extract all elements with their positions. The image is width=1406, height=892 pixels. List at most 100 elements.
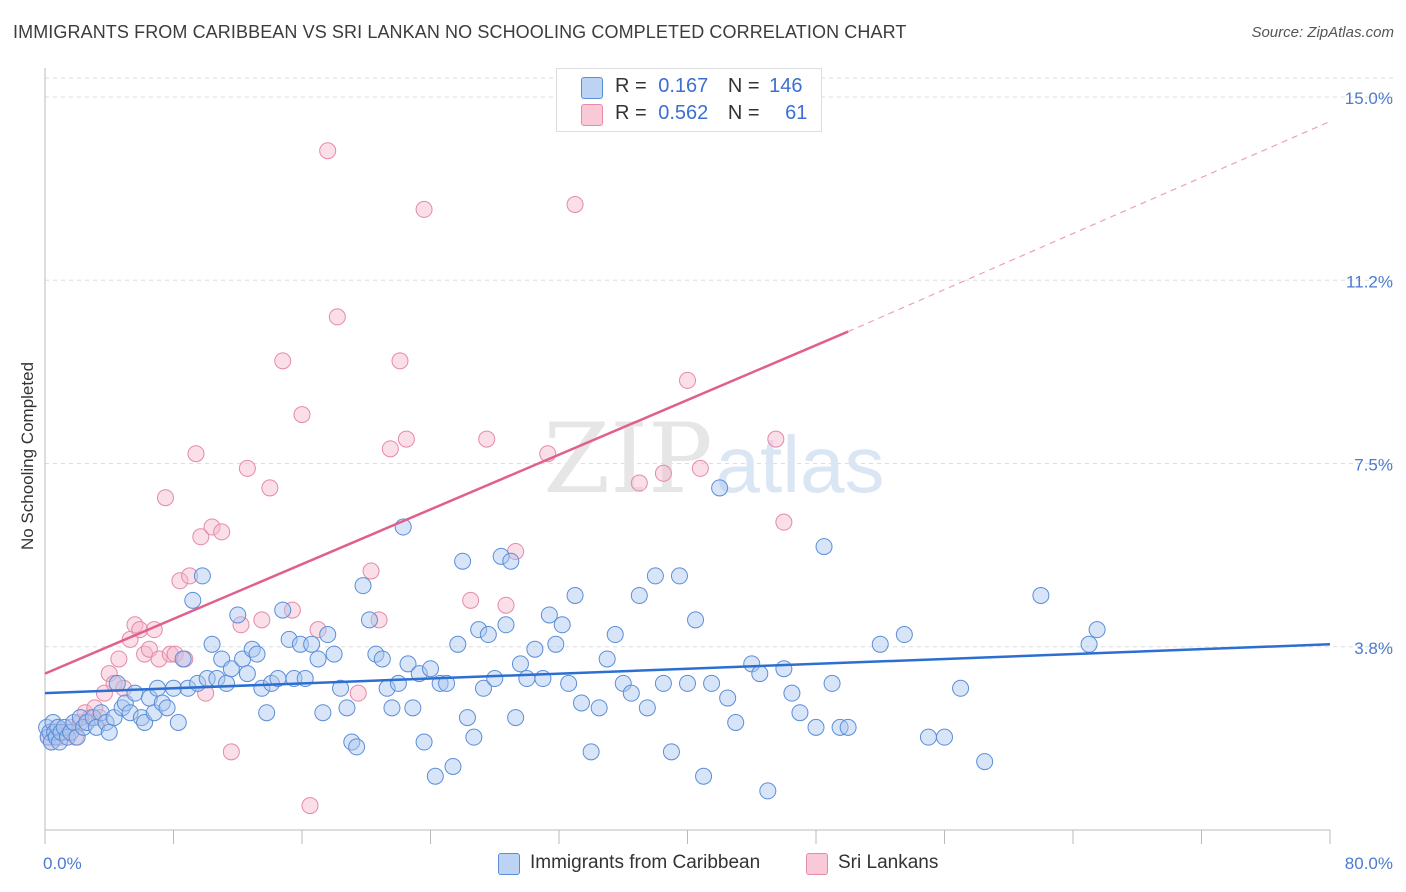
data-point-sri-lankans bbox=[362, 562, 380, 580]
data-point-caribbean bbox=[203, 635, 221, 653]
data-point-caribbean bbox=[243, 640, 261, 658]
data-point-caribbean bbox=[280, 630, 298, 648]
data-point-sri-lankans bbox=[381, 440, 399, 458]
data-point-sri-lankans bbox=[150, 650, 168, 668]
data-point-caribbean bbox=[492, 547, 510, 565]
data-point-sri-lankans bbox=[232, 616, 250, 634]
data-point-sri-lankans bbox=[691, 459, 709, 477]
legend-r-value: 0.167 bbox=[658, 75, 709, 97]
data-point-caribbean bbox=[679, 674, 696, 692]
data-point-caribbean bbox=[100, 723, 118, 741]
data-point-caribbean bbox=[303, 635, 321, 653]
data-point-caribbean bbox=[815, 538, 833, 556]
data-point-caribbean bbox=[687, 611, 705, 629]
data-point-caribbean bbox=[422, 660, 439, 678]
legend-r-label: R = bbox=[615, 102, 647, 124]
data-point-sri-lankans bbox=[126, 616, 144, 634]
data-point-caribbean bbox=[343, 733, 361, 751]
data-point-caribbean bbox=[454, 552, 472, 570]
legend-text-caribbean: R = 0.167 N = 146 bbox=[615, 75, 803, 98]
data-point-caribbean bbox=[751, 665, 769, 683]
data-point-caribbean bbox=[630, 586, 648, 604]
data-point-caribbean bbox=[703, 674, 721, 692]
data-point-caribbean bbox=[258, 704, 276, 722]
data-point-sri-lankans bbox=[370, 611, 388, 629]
legend-swatch-blue bbox=[581, 77, 603, 99]
data-point-caribbean bbox=[174, 650, 192, 668]
data-point-sri-lankans bbox=[253, 611, 271, 629]
data-point-caribbean bbox=[1032, 586, 1050, 604]
data-point-caribbean bbox=[654, 674, 672, 692]
data-point-caribbean bbox=[622, 684, 640, 702]
data-point-caribbean bbox=[497, 616, 515, 634]
data-point-caribbean bbox=[470, 621, 488, 639]
watermark-atlas: atlas bbox=[716, 420, 885, 509]
data-point-caribbean bbox=[553, 616, 571, 634]
legend-swatch-pink bbox=[581, 104, 603, 126]
data-point-caribbean bbox=[438, 674, 456, 692]
data-point-caribbean bbox=[486, 670, 504, 688]
data-point-caribbean bbox=[511, 655, 529, 673]
x-tick-label-min: 0.0% bbox=[43, 854, 82, 873]
data-point-caribbean bbox=[132, 709, 150, 727]
data-point-caribbean bbox=[759, 782, 777, 800]
data-point-caribbean bbox=[92, 704, 110, 722]
legend-n-label: N = bbox=[727, 102, 760, 124]
data-point-caribbean bbox=[360, 611, 378, 629]
data-point-caribbean bbox=[248, 645, 266, 663]
legend-n-label: N = bbox=[727, 75, 760, 97]
data-point-caribbean bbox=[719, 689, 737, 707]
watermark-zip: ZIP bbox=[543, 403, 712, 515]
data-point-caribbean bbox=[1080, 635, 1098, 653]
data-point-sri-lankans bbox=[301, 797, 319, 815]
data-point-sri-lankans bbox=[328, 308, 346, 326]
watermark: ZIP atlas bbox=[543, 403, 884, 515]
legend-text-sri-lankans: R = 0.562 N = 61 bbox=[615, 102, 807, 125]
data-point-sri-lankans bbox=[192, 528, 210, 546]
data-point-caribbean bbox=[638, 699, 656, 717]
legend-r-value: 0.562 bbox=[658, 102, 709, 124]
data-point-sri-lankans bbox=[261, 479, 279, 497]
data-point-caribbean bbox=[895, 626, 913, 644]
data-point-sri-lankans bbox=[654, 464, 672, 482]
legend-swatch-blue bbox=[498, 853, 520, 875]
data-point-caribbean bbox=[426, 767, 444, 785]
data-point-caribbean bbox=[871, 635, 889, 653]
data-point-caribbean bbox=[566, 586, 584, 604]
data-point-caribbean bbox=[399, 655, 417, 673]
data-point-caribbean bbox=[695, 767, 713, 785]
data-point-caribbean bbox=[670, 567, 688, 585]
data-point-caribbean bbox=[449, 635, 467, 653]
series-legend: Immigrants from Caribbean Sri Lankans bbox=[0, 852, 1406, 878]
data-point-sri-lankans bbox=[566, 196, 584, 214]
data-point-caribbean bbox=[354, 577, 372, 595]
data-point-caribbean bbox=[526, 640, 544, 658]
data-point-sri-lankans bbox=[679, 371, 696, 389]
data-point-caribbean bbox=[338, 699, 356, 717]
data-point-caribbean bbox=[598, 650, 616, 668]
data-point-sri-lankans bbox=[213, 523, 231, 541]
data-point-caribbean bbox=[465, 728, 483, 746]
data-point-caribbean bbox=[582, 743, 600, 761]
data-point-caribbean bbox=[662, 743, 680, 761]
data-point-sri-lankans bbox=[181, 567, 199, 585]
data-point-sri-lankans bbox=[767, 430, 785, 448]
data-point-caribbean bbox=[309, 650, 327, 668]
data-point-caribbean bbox=[458, 709, 476, 727]
data-point-caribbean bbox=[383, 699, 401, 717]
data-point-caribbean bbox=[727, 713, 745, 731]
data-point-caribbean bbox=[238, 665, 256, 683]
data-point-caribbean bbox=[126, 684, 144, 702]
data-point-sri-lankans bbox=[166, 645, 184, 663]
tick-labels: 3.8% 7.5% 11.2% 15.0% 0.0% 80.0% bbox=[43, 89, 1393, 873]
data-point-caribbean bbox=[222, 660, 240, 678]
data-point-caribbean bbox=[229, 606, 247, 624]
data-point-sri-lankans bbox=[462, 591, 480, 609]
data-point-sri-lankans bbox=[222, 743, 240, 761]
data-point-caribbean bbox=[606, 626, 624, 644]
data-point-caribbean bbox=[184, 591, 202, 609]
data-point-caribbean bbox=[475, 679, 493, 697]
data-point-caribbean bbox=[113, 699, 131, 717]
data-point-sri-lankans bbox=[309, 621, 327, 639]
data-point-caribbean bbox=[646, 567, 664, 585]
